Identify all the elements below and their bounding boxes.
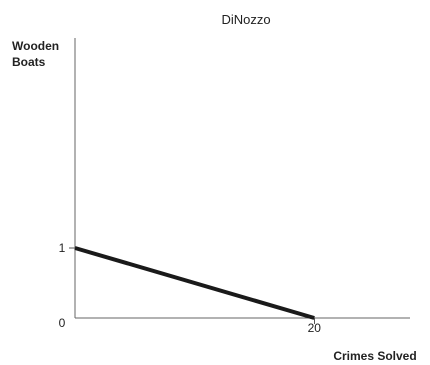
x-tick-label: 20	[308, 321, 322, 335]
origin-label: 0	[59, 316, 66, 330]
tick-layer: 20 1	[59, 241, 322, 335]
series-line	[74, 246, 315, 320]
y-tick-label: 1	[59, 241, 66, 255]
series-layer	[74, 246, 315, 320]
y-axis-label-line: Boats	[12, 55, 46, 69]
y-axis-label: Wooden Boats	[12, 39, 62, 69]
x-axis-label: Crimes Solved	[333, 349, 416, 363]
chart-title: DiNozzo	[221, 12, 270, 27]
y-axis-label-line: Wooden	[12, 39, 59, 53]
